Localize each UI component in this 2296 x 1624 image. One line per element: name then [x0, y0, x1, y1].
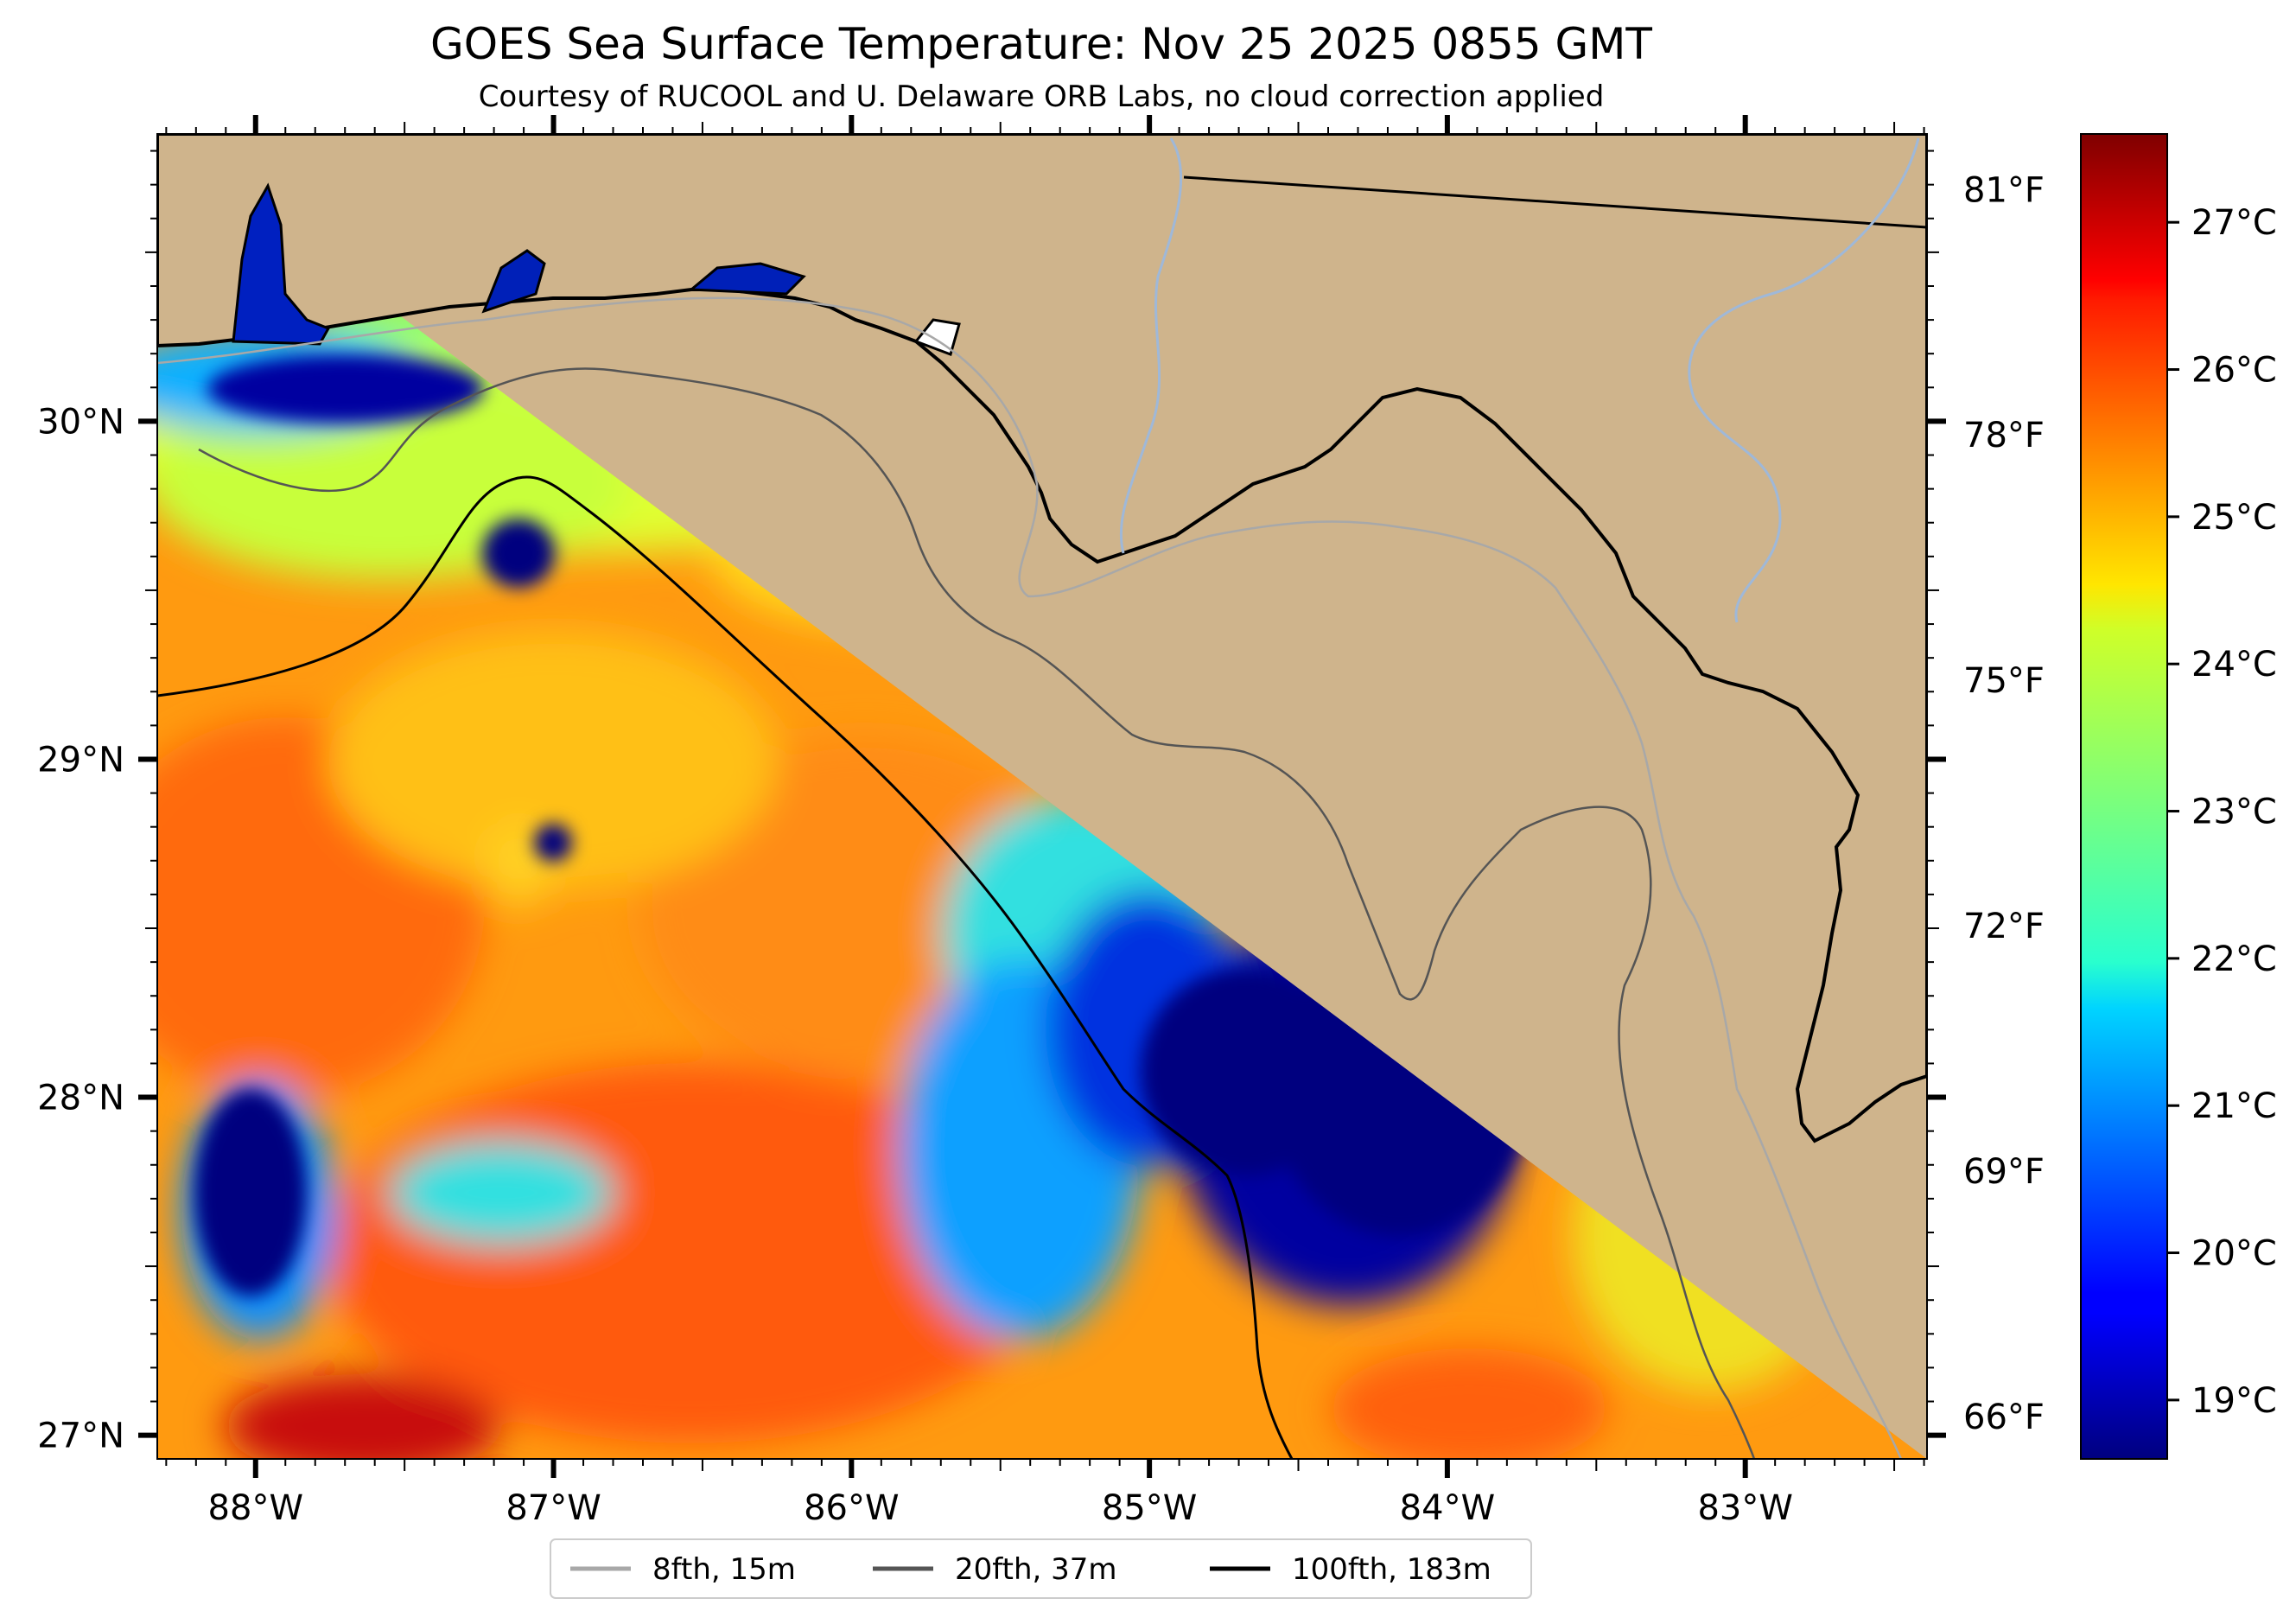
fahrenheit-tick-label: 66°F	[1963, 1398, 2045, 1437]
lon-tick-label: 84°W	[1400, 1488, 1495, 1528]
lon-tick-label: 85°W	[1102, 1488, 1197, 1528]
legend-label: 8fth, 15m	[652, 1552, 796, 1587]
legend-box	[550, 1538, 1532, 1599]
map-area	[157, 134, 1927, 1459]
colorbar-tick-label: 27°C	[2191, 203, 2277, 243]
colorbar	[2080, 133, 2168, 1460]
lat-tick-label: 29°N	[37, 740, 124, 780]
isobath-8fth	[157, 296, 1903, 1459]
map-frame	[156, 133, 1928, 1460]
fahrenheit-tick-label: 75°F	[1963, 661, 2045, 701]
fahrenheit-tick-label: 78°F	[1963, 416, 2045, 455]
lat-tick-label: 30°N	[37, 402, 124, 442]
colorbar-tick-label: 26°C	[2191, 351, 2277, 391]
colorbar-tick-label: 20°C	[2191, 1234, 2277, 1274]
isobath-20fth	[198, 367, 1756, 1459]
colorbar-ticks: 19°C 20°C 21°C 22°C 23°C 24°C 25°C 26°C 27°C	[2167, 203, 2277, 1421]
figure-subtitle: Courtesy of RUCOOL and U. Delaware ORB L…	[479, 80, 1605, 114]
lon-tick-label: 87°W	[506, 1488, 601, 1528]
lon-tick-label: 86°W	[804, 1488, 899, 1528]
apalachicola-river	[1119, 137, 1183, 554]
colorbar-tick-label: 24°C	[2191, 645, 2277, 685]
colorbar-tick-label: 19°C	[2191, 1381, 2277, 1421]
lat-tick-label: 28°N	[37, 1079, 124, 1118]
fahrenheit-axis: 66°F 69°F 72°F 75°F 78°F 81°F	[1963, 170, 2045, 1436]
colorbar-tick-label: 21°C	[2191, 1086, 2277, 1126]
lon-ticks: 88°W 87°W 86°W 85°W 84°W 83°W	[165, 115, 1925, 1528]
colorbar-tick-label: 25°C	[2191, 498, 2277, 538]
lon-tick-label: 83°W	[1697, 1488, 1792, 1528]
suwannee-river	[1688, 137, 1920, 623]
lon-tick-label: 88°W	[208, 1488, 303, 1528]
mobile-bay	[232, 182, 331, 346]
colorbar-tick-label: 23°C	[2191, 793, 2277, 832]
fahrenheit-tick-label: 81°F	[1963, 170, 2045, 210]
land-gulf-coast	[157, 134, 1927, 1143]
legend-label: 20fth, 37m	[955, 1552, 1117, 1587]
figure-title: GOES Sea Surface Temperature: Nov 25 202…	[430, 19, 1652, 69]
colorbar-tick-label: 22°C	[2191, 939, 2277, 979]
lat-ticks: 30°N 29°N 28°N 27°N	[37, 150, 1946, 1456]
lat-tick-label: 27°N	[37, 1417, 124, 1456]
choctawhatchee-bay	[688, 262, 806, 296]
isobath-100fth	[157, 475, 1294, 1459]
fahrenheit-tick-label: 72°F	[1963, 907, 2045, 946]
pensacola-bay	[481, 249, 546, 314]
fahrenheit-tick-label: 69°F	[1963, 1152, 2045, 1192]
legend: 8fth, 15m 20fth, 37m 100fth, 183m	[570, 1552, 1491, 1587]
state-border	[1183, 175, 1927, 229]
legend-label: 100fth, 183m	[1292, 1552, 1491, 1587]
st-andrew-bay	[913, 318, 961, 356]
land-florida-south	[157, 134, 1927, 1459]
